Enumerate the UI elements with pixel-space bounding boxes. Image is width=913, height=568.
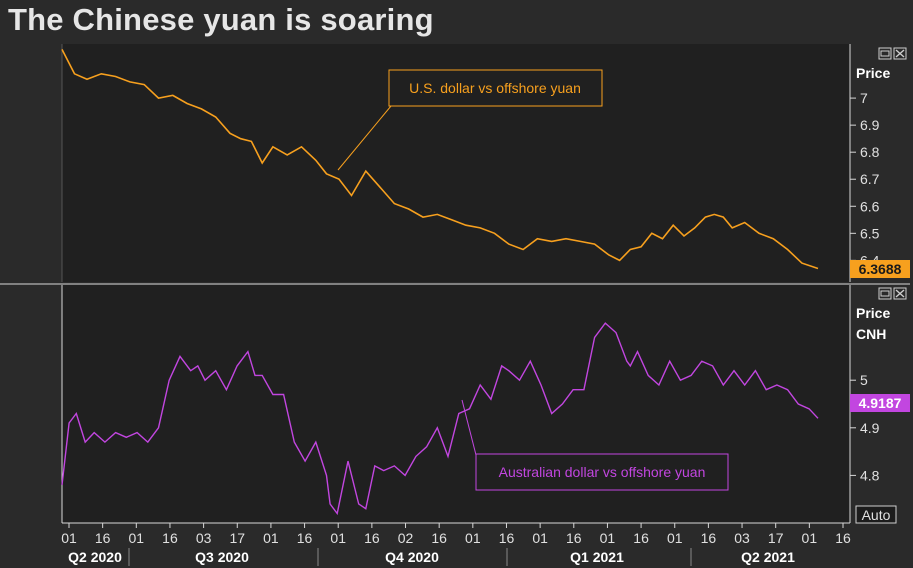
x-quarter-label: Q2 2020 [68,549,122,565]
usd-annotation-box [388,69,603,107]
x-day-tick-label: 16 [95,530,111,546]
aud-unit-label: CNH [856,326,886,342]
auto-scale-label: Auto [862,507,891,523]
usd-cnh-series-line [61,49,819,270]
aud-price-label: Price [856,305,890,321]
x-quarter-label: Q1 2021 [570,549,624,565]
aud-ytick-label: 5 [860,372,868,388]
aud-ytick-label: 4.8 [860,467,880,483]
aud-cnh-series-line [61,322,819,516]
x-quarter-label: Q4 2020 [385,549,439,565]
aud-last-value-text: 4.9187 [859,395,902,411]
usd-ytick-label: 6.7 [860,171,880,187]
usd-annotation-text: U.S. dollar vs offshore yuan [409,80,581,96]
x-day-tick-label: 01 [129,530,145,546]
x-quarter-label: Q3 2020 [195,549,249,565]
x-day-tick-label: 01 [667,530,683,546]
x-day-tick-label: 01 [802,530,818,546]
usd-ytick-label: 6.5 [860,225,880,241]
aud-annotation-box [475,453,729,491]
x-day-tick-label: 03 [734,530,750,546]
x-day-tick-label: 16 [297,530,313,546]
x-day-tick-label: 16 [431,530,447,546]
usd-price-label: Price [856,65,890,81]
x-day-tick-label: 16 [499,530,515,546]
chart-title: The Chinese yuan is soaring [8,2,434,37]
x-day-tick-label: 01 [600,530,616,546]
x-day-tick-label: 02 [398,530,414,546]
aud-close-icon[interactable] [893,287,907,300]
x-day-tick-label: 17 [229,530,245,546]
aud-last-value-badge [850,394,910,412]
x-day-tick-label: 01 [61,530,77,546]
aud-restore-icon[interactable] [878,287,892,300]
x-day-tick-label: 01 [532,530,548,546]
usd-ytick-label: 6.6 [860,198,880,214]
x-day-tick-label: 17 [768,530,784,546]
aud-ytick-label: 4.9 [860,420,880,436]
usd-ytick-label: 6.9 [860,117,880,133]
auto-scale-button[interactable]: Auto [855,505,897,524]
x-day-tick-label: 01 [330,530,346,546]
x-day-tick-label: 16 [633,530,649,546]
aud-annotation-text: Australian dollar vs offshore yuan [499,464,706,480]
usd-close-icon[interactable] [893,47,907,60]
x-day-tick-label: 01 [263,530,279,546]
x-day-tick-label: 16 [162,530,178,546]
usd-ytick-label: 6.8 [860,144,880,160]
x-day-tick-label: 16 [701,530,717,546]
aud-annotation-leader [461,399,477,456]
x-day-tick-label: 16 [835,530,851,546]
aud-panel [62,285,850,523]
usd-ytick-label: 7 [860,90,868,106]
usd-restore-icon[interactable] [878,47,892,60]
x-day-tick-label: 16 [364,530,380,546]
x-day-tick-label: 01 [465,530,481,546]
x-day-tick-label: 16 [566,530,582,546]
usd-annotation-leader [337,105,392,171]
usd-last-value-badge [850,260,910,278]
x-quarter-label: Q2 2021 [741,549,795,565]
x-day-tick-label: 03 [196,530,212,546]
usd-last-value-text: 6.3688 [859,261,902,277]
